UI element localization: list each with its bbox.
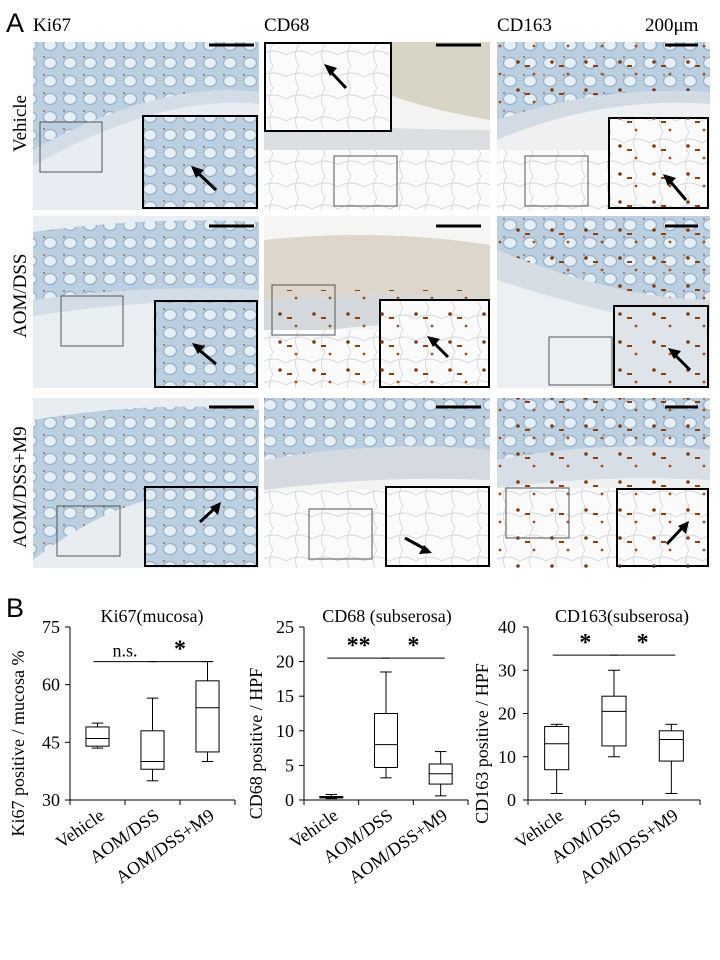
box-iqr	[601, 695, 627, 747]
box-iqr	[544, 725, 570, 771]
image-cd68-aom-dss	[264, 216, 490, 388]
image-ki67-aom-dss	[33, 216, 259, 388]
y-tick-label: 0	[285, 790, 294, 810]
y-tick-label: 75	[42, 617, 60, 637]
y-tick-label: 30	[498, 660, 516, 680]
image-cd163-aom-dss-m9	[497, 398, 710, 568]
panel-b-letter: B	[6, 593, 25, 623]
image-cd163-aom-dss	[497, 216, 710, 388]
significance-label: **	[347, 633, 371, 659]
box-plot-panel: Ki67(mucosa) 30 45 60 75 Ki67 positive / muco…	[8, 606, 701, 887]
y-tick-label: 5	[285, 755, 294, 775]
significance-label: *	[407, 633, 419, 659]
box-iqr	[195, 680, 220, 753]
image-cd163-vehicle	[497, 42, 710, 210]
image-cd68-vehicle	[264, 42, 490, 210]
y-tick-label: 20	[276, 652, 294, 672]
box-iqr	[658, 730, 684, 762]
column-title-cd163: CD163	[497, 15, 552, 36]
significance-label: *	[174, 637, 186, 663]
y-axis-label: CD68 positive / HPF	[246, 668, 266, 820]
box-iqr	[85, 726, 110, 747]
box-iqr	[140, 730, 165, 770]
chart-title: Ki67(mucosa)	[101, 606, 204, 627]
column-title-ki67: Ki67	[33, 15, 71, 36]
x-category-label: AOM/DSS+M9	[112, 805, 218, 887]
y-tick-label: 10	[498, 747, 516, 767]
micrograph-grid	[33, 42, 710, 568]
box-iqr	[374, 713, 398, 768]
y-tick-label: 40	[498, 617, 516, 637]
scale-bar-label: 200μm	[645, 15, 699, 36]
y-tick-label: 25	[276, 617, 294, 637]
image-ki67-aom-dss-m9	[33, 398, 259, 568]
significance-label: *	[579, 630, 591, 656]
chart-title: CD68 (subserosa)	[322, 606, 451, 627]
column-title-cd68: CD68	[264, 15, 310, 36]
significance-label: *	[637, 630, 649, 656]
y-axis-label: Ki67 positive / mucosa %	[8, 651, 28, 837]
x-category-label: AOM/DSS+M9	[345, 805, 451, 887]
y-tick-label: 15	[276, 686, 294, 706]
y-tick-label: 30	[42, 790, 60, 810]
y-tick-label: 60	[42, 675, 60, 695]
panel-a-letter: A	[6, 8, 25, 38]
y-tick-label: 20	[498, 704, 516, 724]
y-tick-label: 0	[507, 790, 516, 810]
x-category-label: AOM/DSS+M9	[576, 805, 682, 887]
significance-label: n.s.	[112, 641, 137, 661]
y-axis-label: CD163 positive / HPF	[472, 663, 492, 824]
image-cd68-aom-dss-m9	[264, 398, 490, 568]
y-tick-label: 45	[42, 732, 60, 752]
y-tick-label: 10	[276, 721, 294, 741]
chart-title: CD163(subserosa)	[555, 606, 689, 627]
image-ki67-vehicle	[33, 42, 259, 210]
